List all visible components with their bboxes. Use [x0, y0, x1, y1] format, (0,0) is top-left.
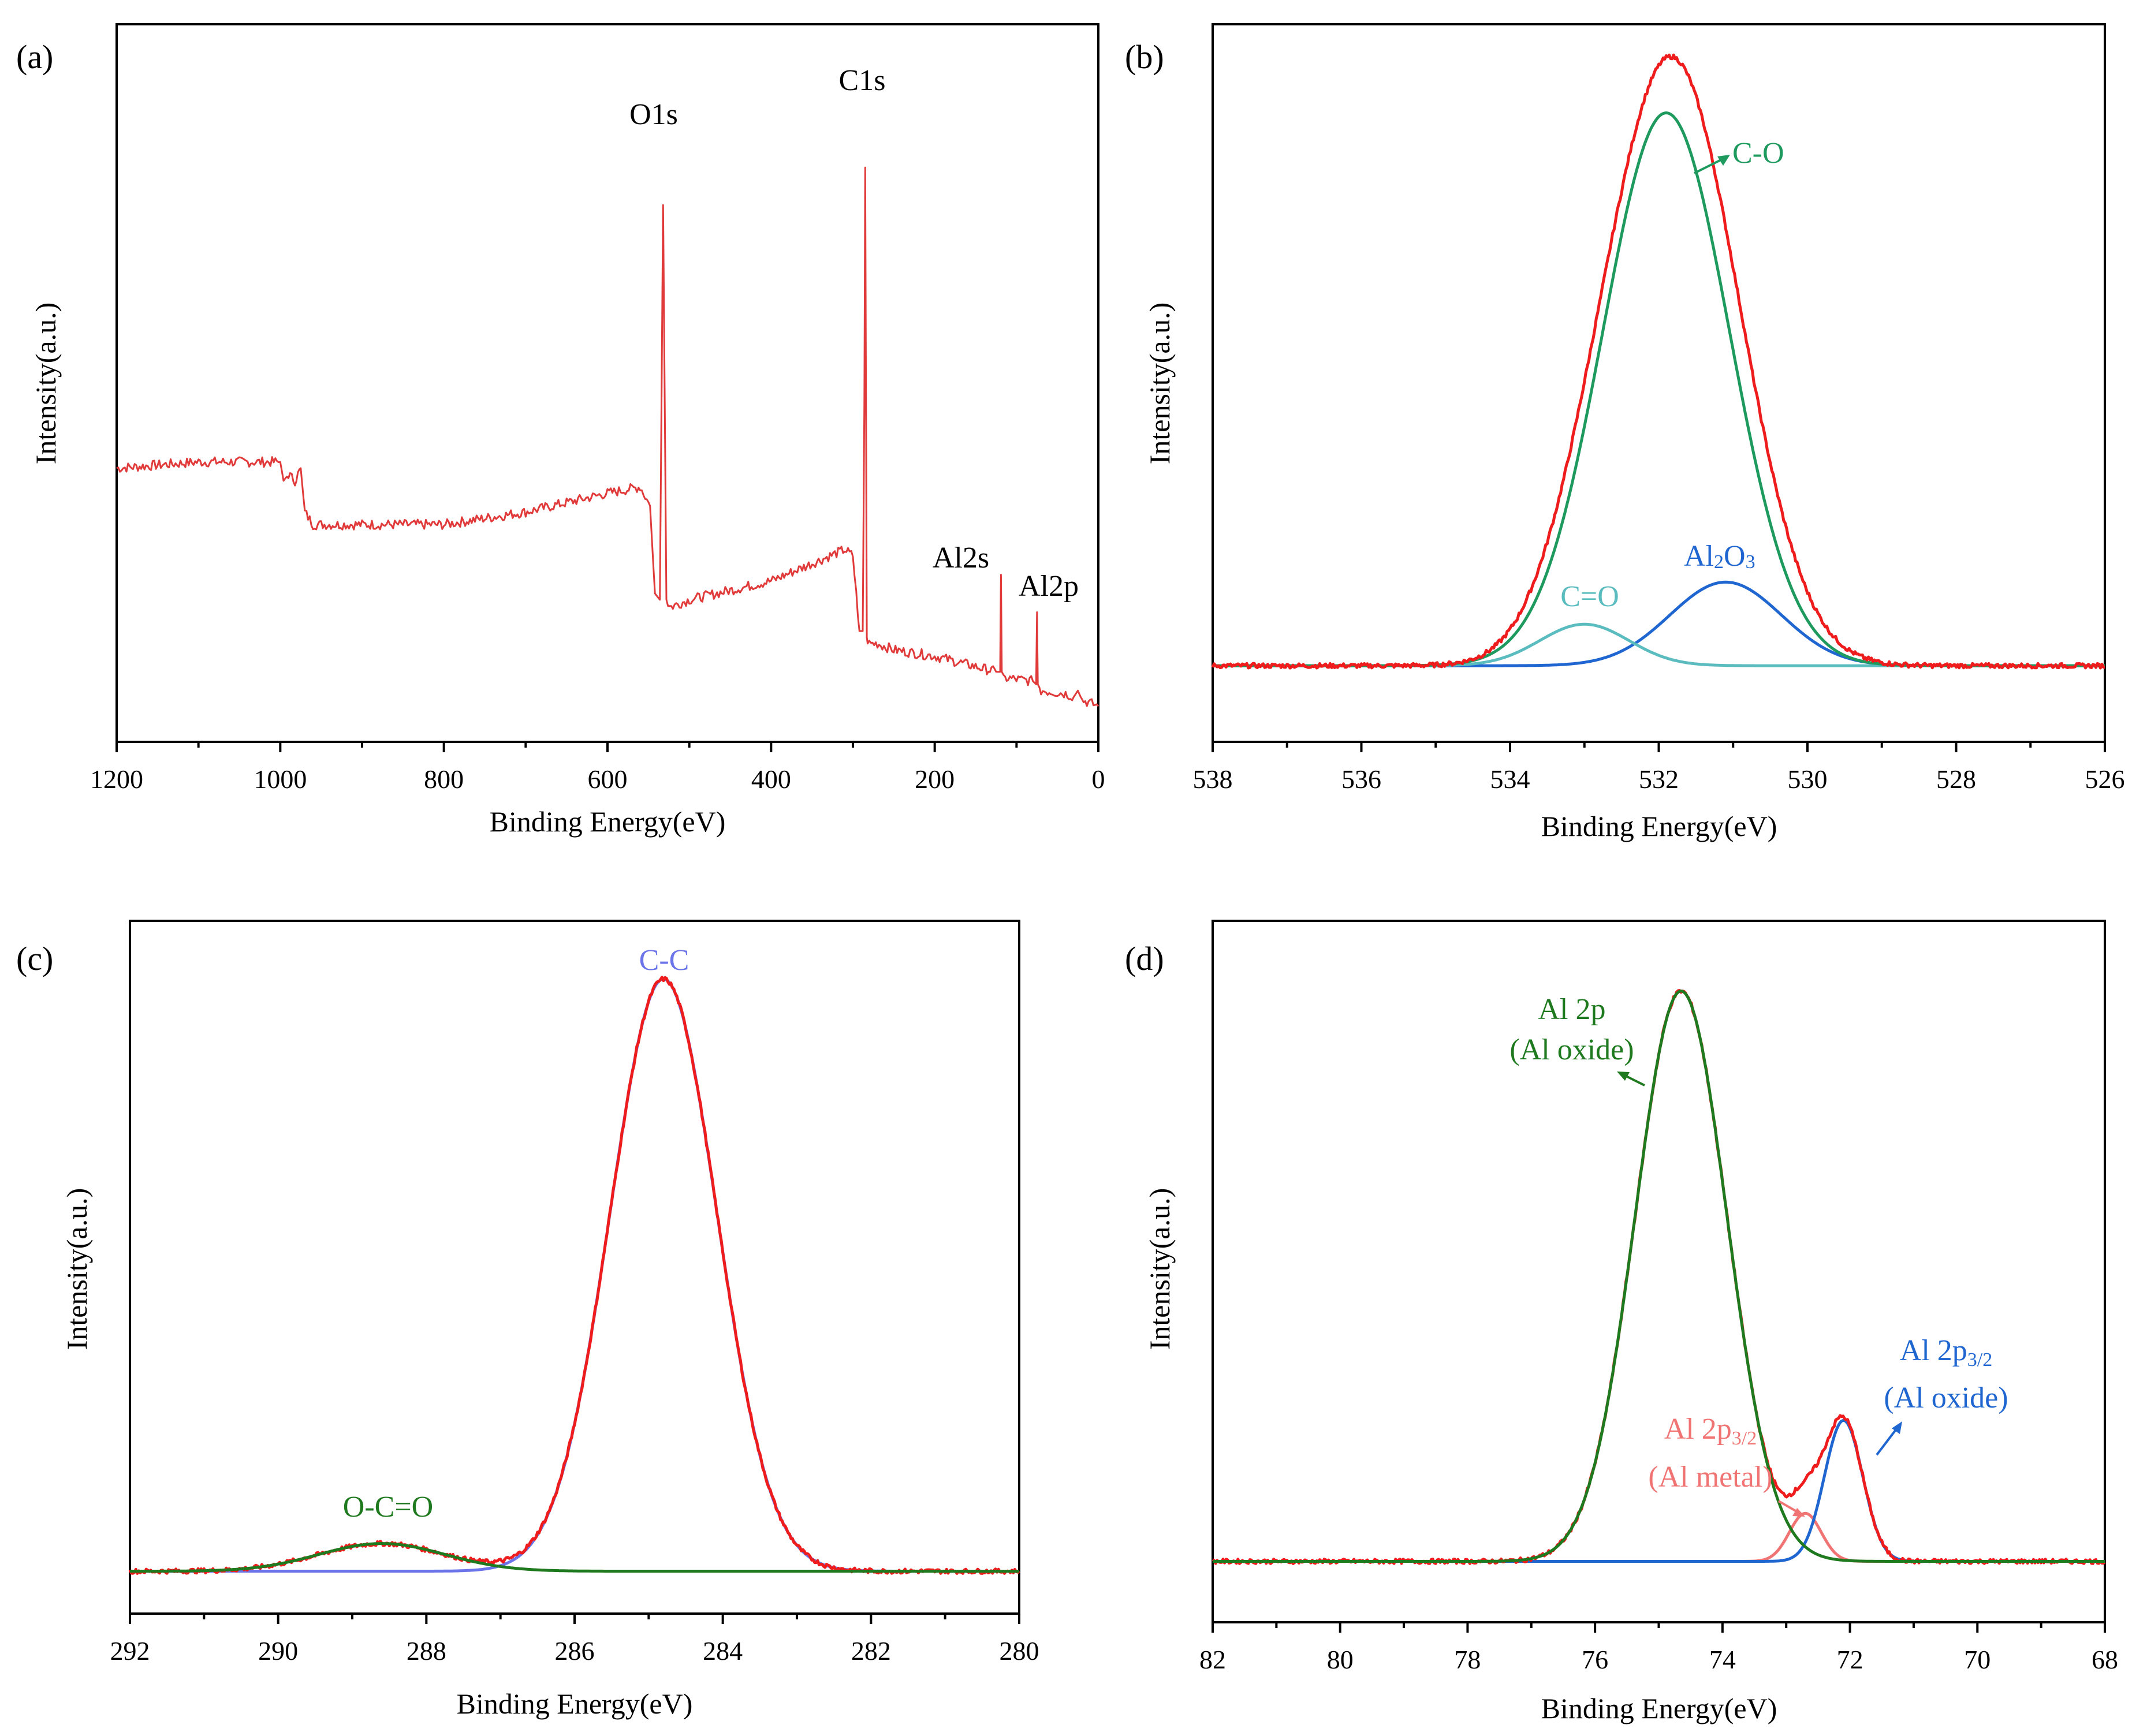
- panel-b-c-o-fit: [1213, 111, 2105, 667]
- panel-d-al-2p32-oxide-arrow: [1876, 1425, 1900, 1456]
- panel-c-o-c-eq-o-fit: [130, 1542, 1019, 1573]
- x-tick-label: 526: [2085, 764, 2125, 794]
- x-tick-label: 288: [407, 1636, 446, 1666]
- panel-a-peak-label-al2s: Al2s: [933, 542, 989, 574]
- panel-d-frame: [1212, 920, 2106, 1623]
- panel-d-x-ticks: 82 80 78 76 74 72 70 68: [1199, 1622, 2118, 1674]
- panel-d-al-metal-label-line1: Al 2p3/2: [1664, 1413, 1757, 1449]
- x-tick-label: 534: [1490, 764, 1530, 794]
- panel-b-c-o-arrowhead: [1717, 155, 1730, 166]
- panel-a-peak-label-o1s: O1s: [629, 98, 678, 131]
- x-tick-label: 286: [555, 1636, 595, 1666]
- x-tick-label: 74: [1709, 1645, 1736, 1674]
- panel-c-c-c-label: C-C: [639, 944, 689, 977]
- x-tick-label: 200: [915, 764, 955, 794]
- panel-a-survey: (a) 1200 1000 800 600 400 200 0 Binding Energy…: [16, 23, 1105, 838]
- panel-c-x-ticks: 292 290 288 286 284 282 280: [110, 1614, 1039, 1666]
- panel-b-c-eq-o-label: C=O: [1560, 580, 1619, 613]
- x-tick-label: 530: [1788, 764, 1828, 794]
- panel-c-o-c-eq-o-label: O-C=O: [343, 1491, 433, 1524]
- x-tick-label: 400: [751, 764, 791, 794]
- x-tick-label: 532: [1639, 764, 1679, 794]
- panel-b-y-axis-label: Intensity(a.u.): [1143, 303, 1176, 464]
- panel-d-al-metal-fit: [1213, 1511, 2105, 1563]
- x-tick-label: 280: [1000, 1636, 1039, 1666]
- panel-d-al-metal-label-line2: (Al metal): [1648, 1461, 1772, 1494]
- x-tick-label: 290: [258, 1636, 298, 1666]
- panel-c-experimental-line: [128, 976, 1020, 1575]
- panel-b-frame: [1212, 23, 2106, 743]
- x-tick-label: 284: [703, 1636, 743, 1666]
- panel-b-c-o-label: C-O: [1732, 137, 1784, 170]
- panel-b-experimental-line: [1211, 53, 2105, 670]
- panel-c-label: (c): [16, 940, 53, 977]
- x-tick-label: 536: [1341, 764, 1381, 794]
- x-tick-label: 76: [1582, 1645, 1608, 1674]
- panel-d-al-2p32-oxide-label-line2: (Al oxide): [1884, 1382, 2008, 1414]
- panel-a-frame: [115, 23, 1099, 743]
- panel-a-x-ticks: 1200 1000 800 600 400 200 0: [90, 742, 1105, 794]
- panel-d-al-metal-arrowhead: [1792, 1508, 1805, 1517]
- x-tick-label: 600: [588, 764, 628, 794]
- x-tick-label: 82: [1199, 1645, 1226, 1674]
- x-tick-label: 70: [1964, 1645, 1991, 1674]
- x-tick-label: 80: [1327, 1645, 1354, 1674]
- x-tick-label: 800: [424, 764, 464, 794]
- panel-d-al-oxide-label-line2: (Al oxide): [1509, 1033, 1634, 1066]
- x-tick-label: 538: [1193, 764, 1233, 794]
- panel-a-peak-label-c1s: C1s: [839, 64, 886, 97]
- panel-d-al-2p32-oxide-label-line1: Al 2p3/2: [1900, 1334, 1992, 1371]
- panel-d-al-2p32-oxide-arrowhead: [1892, 1421, 1902, 1434]
- x-tick-label: 1000: [254, 764, 307, 794]
- panel-a-x-axis-label: Binding Energy(eV): [490, 805, 726, 838]
- x-tick-label: 0: [1092, 764, 1105, 794]
- panel-c-c1s: (c) 292 290 288 286 284 282 280 Binding Energy…: [16, 920, 1039, 1720]
- panel-b-label: (b): [1125, 38, 1164, 76]
- panel-d-al-oxide-arrowhead: [1617, 1072, 1630, 1081]
- x-tick-label: 292: [110, 1636, 150, 1666]
- x-tick-label: 282: [851, 1636, 891, 1666]
- panel-b-al2o3-label: Al2O3: [1684, 540, 1755, 573]
- panel-d-al-oxide-label-line1: Al 2p: [1538, 993, 1606, 1026]
- x-tick-label: 78: [1454, 1645, 1481, 1674]
- panel-b-x-axis-label: Binding Energy(eV): [1541, 810, 1777, 842]
- panel-c-c-c-fit: [130, 977, 1019, 1573]
- panel-d-y-axis-label: Intensity(a.u.): [1143, 1188, 1176, 1350]
- panel-a-survey-line: [116, 166, 1099, 707]
- panel-b-x-ticks: 538 536 534 532 530 528 526: [1193, 742, 2125, 794]
- panel-d-al-oxide-2p-fit: [1213, 990, 2105, 1563]
- panel-c-y-axis-label: Intensity(a.u.): [61, 1188, 93, 1350]
- x-tick-label: 68: [2092, 1645, 2118, 1674]
- panel-d-al2p: (d) 82 80 78 76 74 72 70 68 Binding Energy(eV) …: [1125, 920, 2118, 1724]
- x-tick-label: 528: [1936, 764, 1976, 794]
- panel-d-x-axis-label: Binding Energy(eV): [1541, 1692, 1777, 1724]
- panel-c-frame: [129, 920, 1020, 1615]
- panel-a-label: (a): [16, 38, 53, 76]
- x-tick-label: 72: [1837, 1645, 1863, 1674]
- x-tick-label: 1200: [90, 764, 143, 794]
- panel-b-c-eq-o-fit: [1213, 622, 2105, 667]
- panel-d-label: (d): [1125, 940, 1164, 977]
- panel-a-peak-label-al2p: Al2p: [1019, 570, 1079, 603]
- panel-c-x-axis-label: Binding Energy(eV): [457, 1688, 693, 1720]
- panel-a-y-axis-label: Intensity(a.u.): [29, 303, 62, 464]
- panel-b-o1s: (b) 538 536 534 532 530 528 526 Binding Energy…: [1125, 23, 2125, 842]
- panel-b-al2o3-fit: [1213, 580, 2105, 667]
